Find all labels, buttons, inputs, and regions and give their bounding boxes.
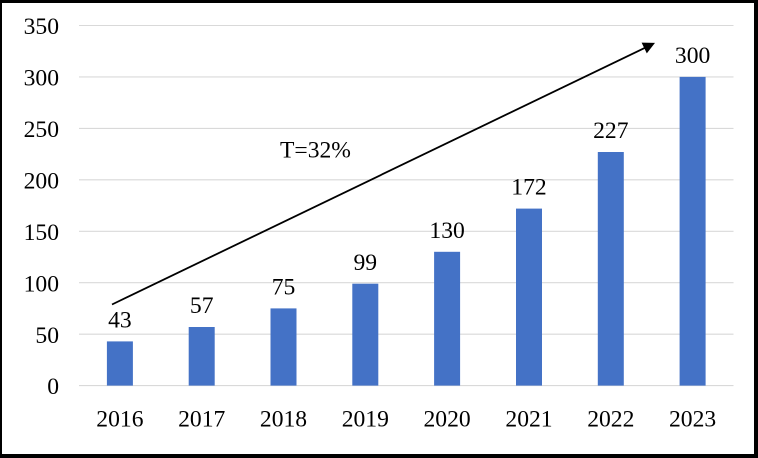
svg-text:2023: 2023 bbox=[669, 406, 716, 432]
svg-text:57: 57 bbox=[190, 293, 214, 319]
svg-text:50: 50 bbox=[35, 323, 59, 349]
svg-text:75: 75 bbox=[272, 275, 296, 301]
svg-text:2016: 2016 bbox=[96, 406, 143, 432]
svg-text:250: 250 bbox=[24, 117, 59, 143]
svg-text:0: 0 bbox=[47, 374, 59, 400]
svg-text:350: 350 bbox=[24, 14, 59, 40]
svg-text:2020: 2020 bbox=[424, 406, 471, 432]
svg-text:130: 130 bbox=[429, 218, 464, 244]
svg-text:T=32%: T=32% bbox=[280, 138, 351, 164]
svg-text:99: 99 bbox=[354, 250, 378, 276]
svg-text:2017: 2017 bbox=[178, 406, 225, 432]
svg-text:2019: 2019 bbox=[342, 406, 389, 432]
svg-text:300: 300 bbox=[24, 66, 59, 92]
svg-text:200: 200 bbox=[24, 168, 59, 194]
svg-text:100: 100 bbox=[24, 271, 59, 297]
svg-text:43: 43 bbox=[108, 308, 132, 334]
svg-text:150: 150 bbox=[24, 220, 59, 246]
svg-text:2018: 2018 bbox=[260, 406, 307, 432]
svg-text:227: 227 bbox=[593, 118, 629, 144]
svg-text:2021: 2021 bbox=[505, 406, 552, 432]
svg-text:172: 172 bbox=[511, 175, 546, 201]
svg-text:2022: 2022 bbox=[587, 406, 634, 432]
svg-text:300: 300 bbox=[675, 43, 710, 69]
